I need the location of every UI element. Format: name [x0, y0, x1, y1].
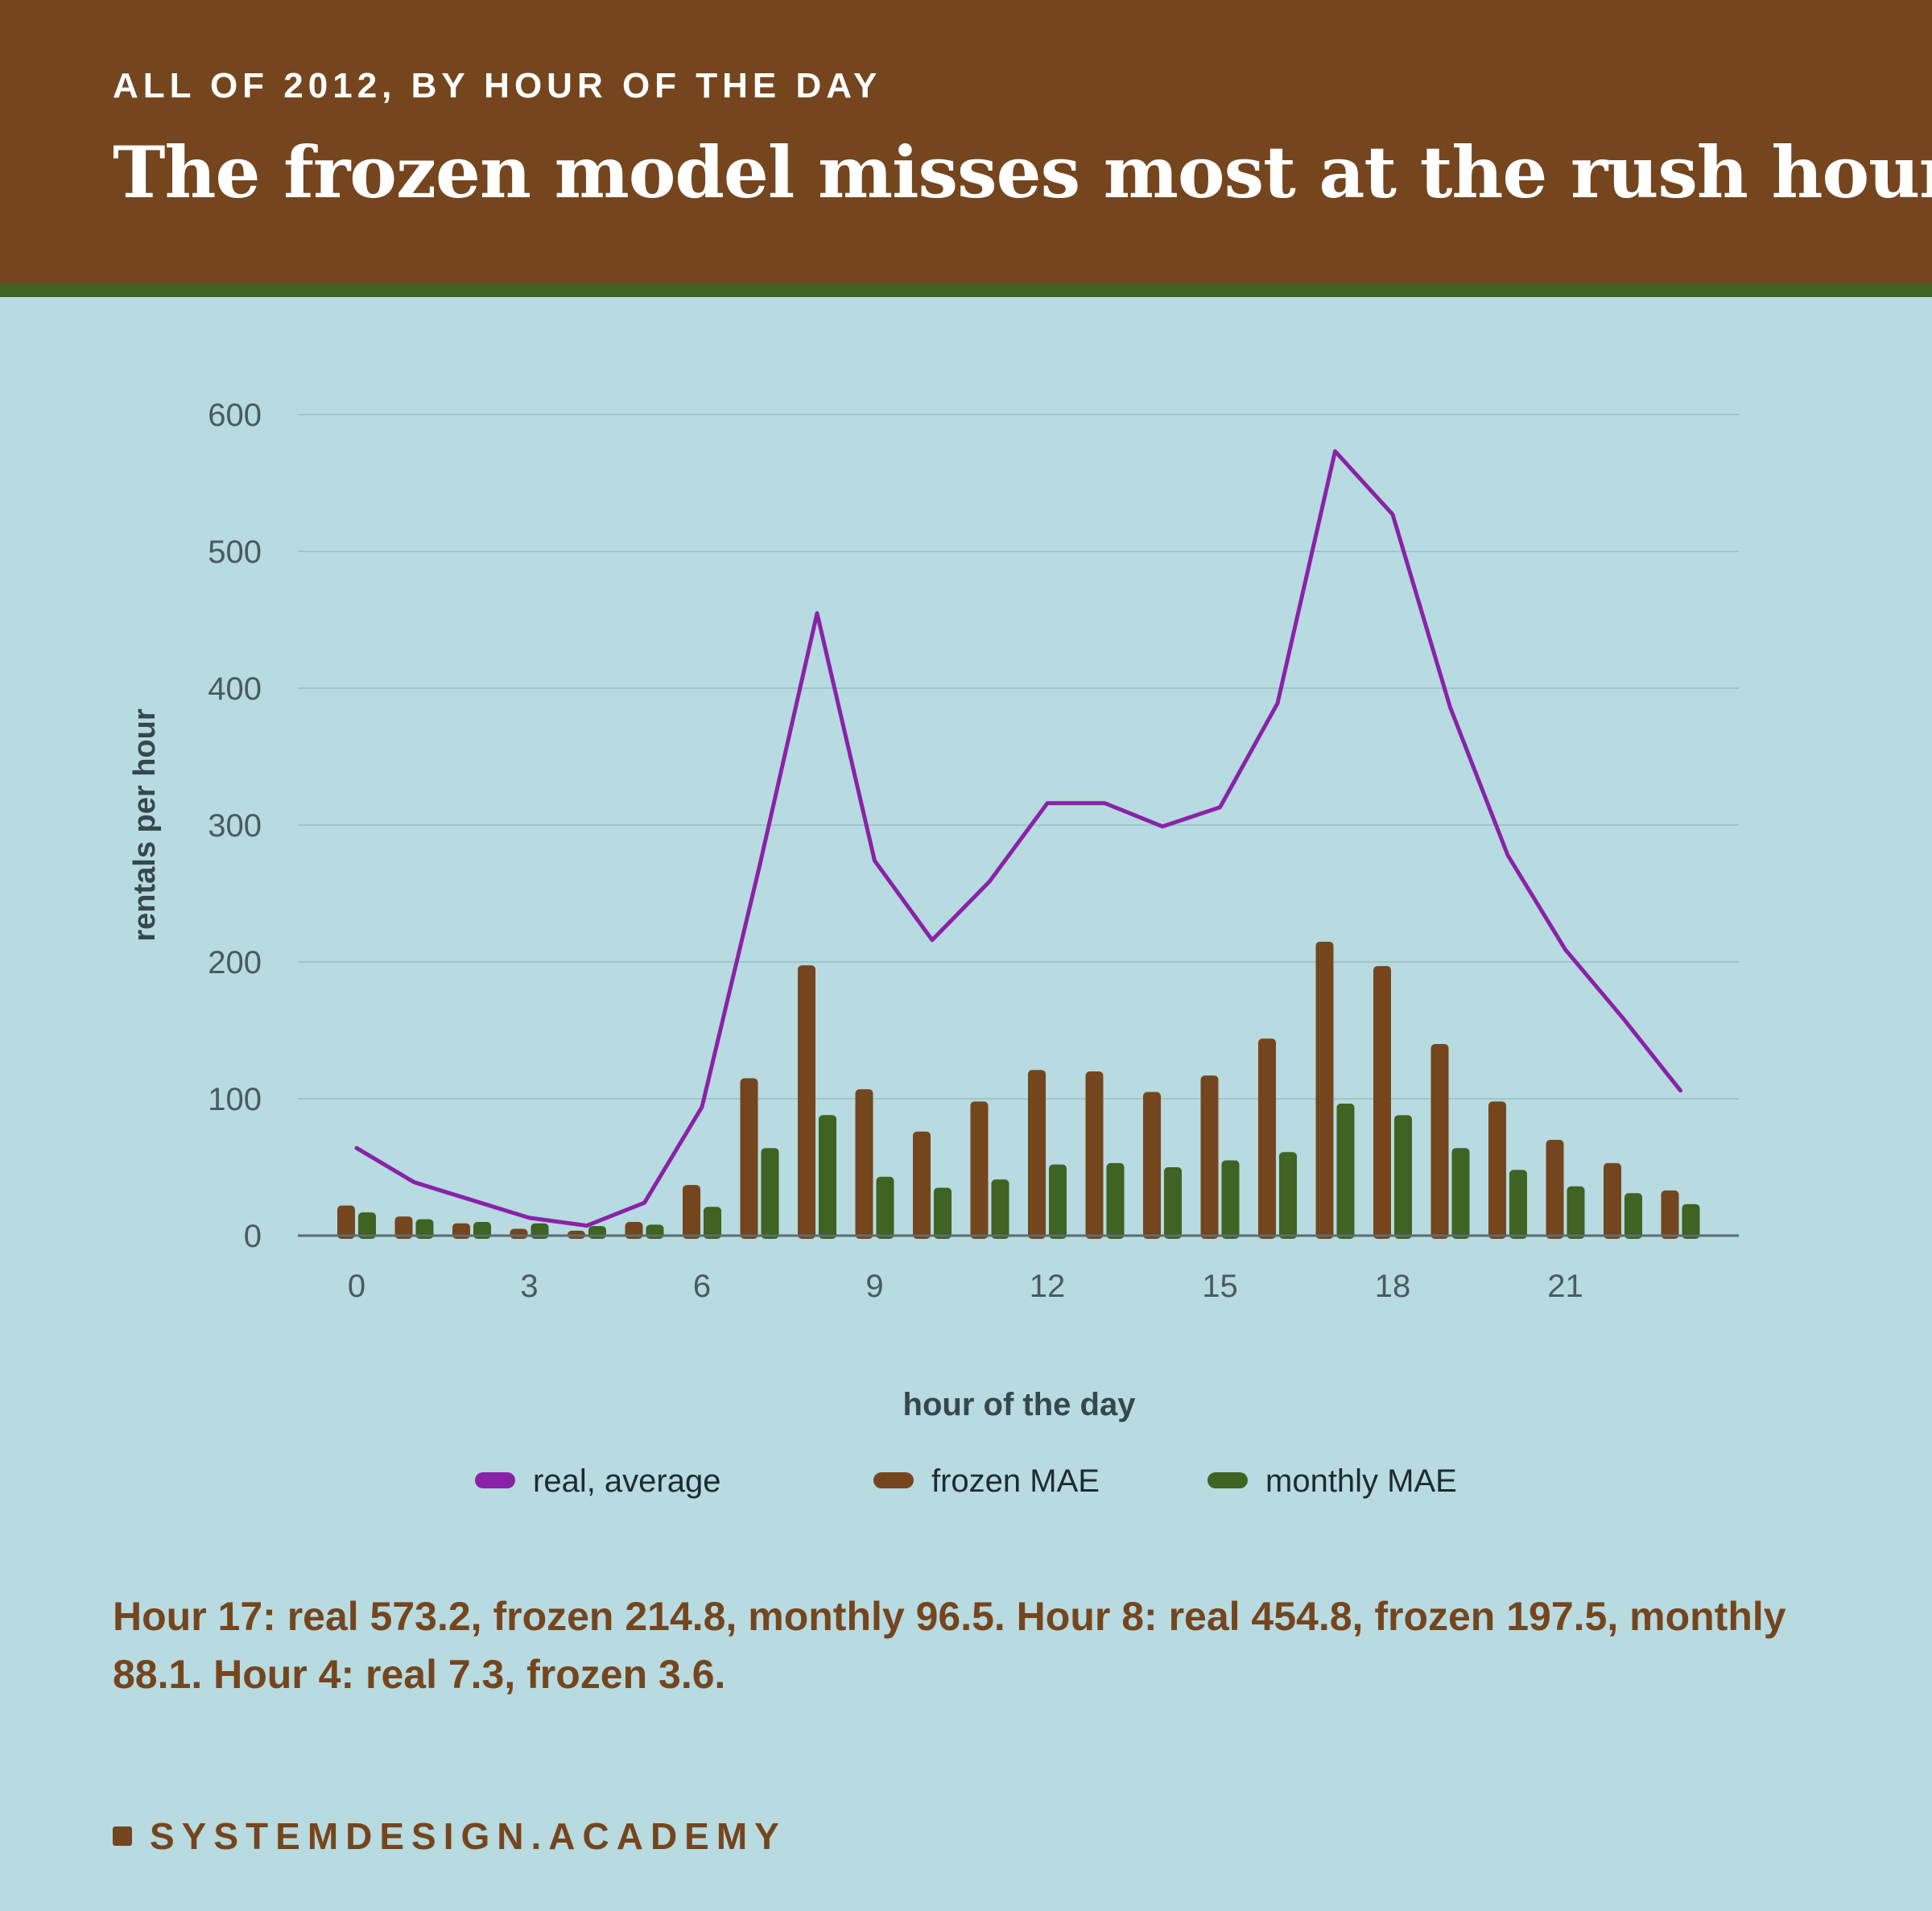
x-tick-label: 6 — [693, 1269, 711, 1304]
y-tick-label: 100 — [208, 1082, 262, 1117]
x-tick-label: 21 — [1547, 1269, 1583, 1304]
frozen-mae-bar — [1373, 966, 1391, 1239]
frozen-mae-bar — [855, 1089, 873, 1239]
monthly-mae-bar — [1221, 1160, 1240, 1239]
monthly-mae-bar — [704, 1207, 721, 1239]
x-tick-label: 15 — [1202, 1269, 1238, 1304]
brand-mark-icon — [113, 1826, 132, 1846]
x-tick-label: 0 — [348, 1269, 365, 1304]
monthly-mae-bar — [819, 1115, 836, 1239]
legend-label: real, average — [533, 1463, 720, 1499]
frozen-mae-bar — [394, 1216, 413, 1239]
y-tick-label: 600 — [208, 398, 262, 433]
footer: SYSTEMDESIGN.ACADEMY — [113, 1814, 786, 1858]
frozen-mae-bar — [1085, 1071, 1104, 1239]
y-tick-labels: 0 100 200 300 400 500 600 — [208, 398, 262, 1254]
frozen-mae-bar — [1028, 1070, 1046, 1239]
brand-name: SYSTEMDESIGN.ACADEMY — [150, 1815, 786, 1857]
frozen-mae-bar — [1661, 1190, 1679, 1239]
real-average-line-group — [354, 449, 1682, 1228]
monthly-mae-bar — [1624, 1193, 1642, 1239]
frozen-mae-bar — [740, 1078, 758, 1239]
monthly-mae-bar — [934, 1187, 952, 1239]
monthly-mae-bar — [1394, 1115, 1412, 1239]
y-tick-label: 500 — [208, 535, 262, 570]
monthly-mae-bar — [876, 1176, 894, 1239]
monthly-mae-bar — [1509, 1170, 1527, 1239]
monthly-mae-bar — [1164, 1167, 1182, 1239]
monthly-mae-bar — [761, 1148, 779, 1239]
frozen-mae-bar — [1315, 941, 1334, 1239]
legend: real, average frozen MAE monthly MAE — [475, 1463, 1457, 1499]
y-tick-label: 400 — [208, 671, 262, 707]
x-tick-label: 18 — [1375, 1269, 1411, 1304]
frozen-mae-bar — [337, 1205, 355, 1239]
monthly-mae-bar — [588, 1226, 606, 1239]
y-tick-label: 300 — [208, 808, 262, 844]
monthly-mae-bar — [1106, 1162, 1125, 1239]
x-tick-label: 9 — [865, 1269, 883, 1304]
bars — [337, 941, 1700, 1239]
monthly-mae-bar — [1279, 1152, 1297, 1239]
frozen-mae-bar — [1143, 1092, 1161, 1239]
legend-swatch — [1208, 1472, 1248, 1488]
frozen-mae-bar — [1546, 1140, 1564, 1239]
x-axis-label: hour of the day — [903, 1387, 1137, 1422]
legend-swatch — [873, 1472, 914, 1488]
monthly-mae-bar — [415, 1219, 434, 1239]
monthly-mae-bar — [1451, 1148, 1470, 1239]
x-tick-label: 3 — [520, 1269, 538, 1304]
monthly-mae-bar — [358, 1212, 376, 1239]
frozen-mae-bar — [1488, 1101, 1506, 1239]
frozen-mae-bar — [1430, 1044, 1449, 1239]
kicker: ALL OF 2012, BY HOUR OF THE DAY — [113, 66, 882, 105]
monthly-mae-bar — [1049, 1164, 1067, 1239]
frozen-mae-bar — [1258, 1038, 1276, 1239]
y-axis-label: rentals per hour — [128, 708, 162, 941]
x-tick-labels: 0 3 6 9 12 15 18 21 — [348, 1269, 1583, 1304]
frozen-mae-bar — [1604, 1162, 1621, 1239]
frozen-mae-bar — [510, 1228, 528, 1239]
y-tick-label: 0 — [244, 1219, 262, 1254]
legend-swatch — [475, 1472, 515, 1488]
legend-label: monthly MAE — [1265, 1463, 1457, 1499]
frozen-mae-bar — [683, 1185, 700, 1239]
header-band: ALL OF 2012, BY HOUR OF THE DAY The froz… — [0, 0, 1932, 283]
summary-text: Hour 17: real 573.2, frozen 214.8, month… — [113, 1594, 1786, 1697]
frozen-mae-bar — [970, 1101, 989, 1239]
monthly-mae-bar — [1682, 1203, 1700, 1239]
page-title: The frozen model misses most at the rush… — [113, 130, 1932, 214]
monthly-mae-bar — [1567, 1186, 1585, 1239]
y-tick-label: 200 — [208, 945, 262, 980]
monthly-mae-bar — [1336, 1103, 1355, 1239]
gridlines — [298, 414, 1739, 1100]
chart: 0 100 200 300 400 500 600 0 3 6 9 12 15 18 21 hour of… — [128, 398, 1739, 1499]
monthly-mae-bar — [991, 1179, 1009, 1239]
frozen-mae-bar — [1200, 1075, 1219, 1239]
x-tick-label: 12 — [1030, 1269, 1066, 1304]
real-average-line — [354, 449, 1682, 1228]
legend-label: frozen MAE — [931, 1463, 1100, 1499]
header-stripe — [0, 283, 1932, 297]
frozen-mae-bar — [913, 1131, 931, 1239]
frozen-mae-bar — [798, 965, 815, 1239]
